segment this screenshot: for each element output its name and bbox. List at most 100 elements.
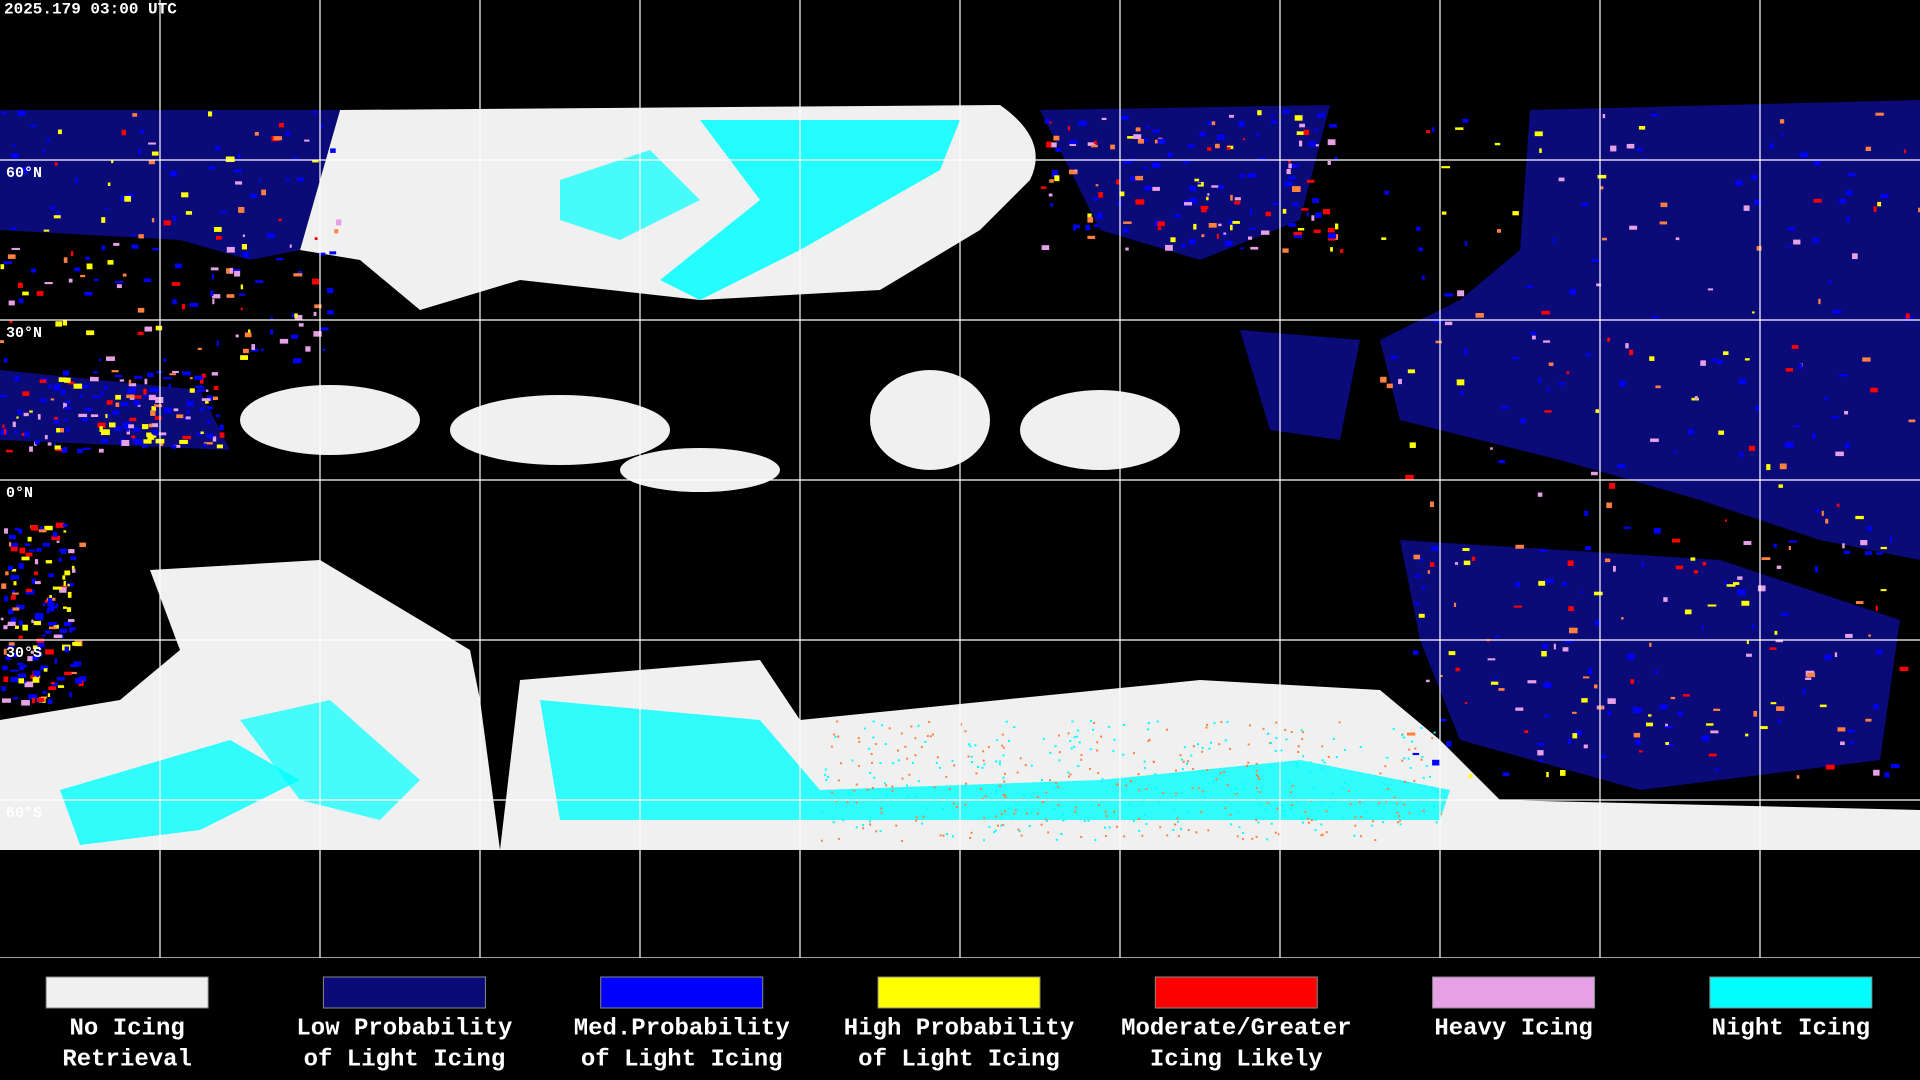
speckle	[1441, 211, 1447, 215]
speckle	[1013, 812, 1016, 815]
speckle	[1255, 133, 1259, 137]
speckle	[19, 665, 24, 671]
speckle	[57, 685, 64, 688]
speckle	[1162, 791, 1165, 794]
speckle	[1282, 110, 1290, 114]
speckle	[47, 442, 52, 446]
speckle	[266, 233, 275, 238]
speckle	[1224, 807, 1227, 810]
speckle	[1055, 782, 1058, 785]
speckle	[917, 724, 920, 727]
speckle	[1300, 729, 1303, 732]
speckle	[60, 549, 66, 555]
speckle	[64, 646, 70, 653]
speckle	[30, 650, 34, 654]
speckle	[1905, 313, 1910, 319]
speckle	[1049, 752, 1052, 754]
speckle	[42, 148, 46, 153]
speckle	[1862, 357, 1871, 362]
speckle	[52, 531, 58, 537]
speckle	[63, 606, 67, 609]
speckle	[189, 403, 192, 407]
speckle	[1255, 787, 1258, 789]
speckle	[1074, 169, 1078, 172]
speckle	[879, 762, 882, 765]
speckle	[1845, 190, 1853, 196]
speckle	[37, 414, 41, 420]
speckle	[1080, 836, 1083, 838]
speckle	[834, 735, 837, 738]
speckle	[1633, 732, 1641, 738]
speckle	[1321, 833, 1324, 836]
speckle	[1123, 724, 1126, 726]
speckle	[1788, 540, 1798, 543]
speckle	[827, 775, 829, 778]
speckle	[1655, 385, 1661, 389]
speckle	[921, 822, 924, 825]
speckle	[36, 548, 42, 552]
speckle	[834, 800, 837, 802]
speckle	[869, 823, 872, 826]
speckle	[58, 129, 62, 135]
speckle	[1004, 796, 1007, 799]
speckle	[1815, 566, 1818, 573]
speckle	[34, 440, 40, 445]
speckle	[1327, 233, 1337, 239]
speckle	[1116, 202, 1122, 205]
speckle	[1049, 779, 1051, 782]
speckle	[134, 375, 143, 379]
speckle	[1433, 805, 1435, 808]
speckle	[261, 189, 267, 196]
speckle	[901, 840, 904, 842]
speckle	[15, 527, 20, 531]
speckle	[16, 416, 19, 419]
speckle	[1187, 760, 1190, 763]
speckle	[59, 587, 67, 593]
speckle	[86, 263, 93, 270]
speckle	[952, 835, 954, 838]
speckle	[1224, 240, 1233, 247]
speckle	[1303, 129, 1310, 136]
speckle	[1617, 464, 1626, 468]
speckle	[0, 617, 4, 621]
speckle	[1490, 681, 1499, 685]
speckle	[1143, 760, 1146, 763]
speckle	[171, 282, 181, 286]
low-probability-region	[1240, 330, 1360, 440]
speckle	[1629, 349, 1634, 356]
speckle	[1880, 194, 1889, 199]
speckle	[1348, 789, 1351, 792]
speckle	[1201, 750, 1204, 753]
speckle	[1270, 120, 1277, 124]
speckle	[90, 414, 99, 418]
speckle	[1067, 732, 1070, 735]
speckle	[1818, 298, 1821, 305]
speckle	[1398, 378, 1402, 385]
speckle	[195, 385, 204, 389]
speckle	[1404, 780, 1406, 783]
speckle	[1462, 548, 1470, 552]
speckle	[226, 268, 234, 274]
speckle	[1838, 198, 1846, 204]
speckle	[1212, 781, 1215, 783]
speckle	[879, 806, 881, 809]
speckle	[100, 391, 103, 396]
speckle	[1706, 723, 1714, 726]
speckle	[50, 682, 55, 685]
speckle	[214, 227, 222, 232]
speckle	[172, 299, 177, 305]
speckle	[131, 233, 135, 236]
speckle	[114, 280, 124, 284]
speckle	[1281, 804, 1284, 807]
speckle	[1876, 552, 1884, 555]
speckle	[1548, 362, 1554, 366]
speckle	[64, 570, 71, 576]
speckle	[873, 776, 876, 779]
speckle	[1646, 722, 1653, 727]
speckle	[862, 824, 865, 826]
speckle	[1610, 145, 1617, 152]
speckle	[1633, 707, 1642, 714]
speckle	[1787, 227, 1796, 231]
speckle	[1446, 741, 1452, 747]
speckle	[298, 323, 304, 327]
